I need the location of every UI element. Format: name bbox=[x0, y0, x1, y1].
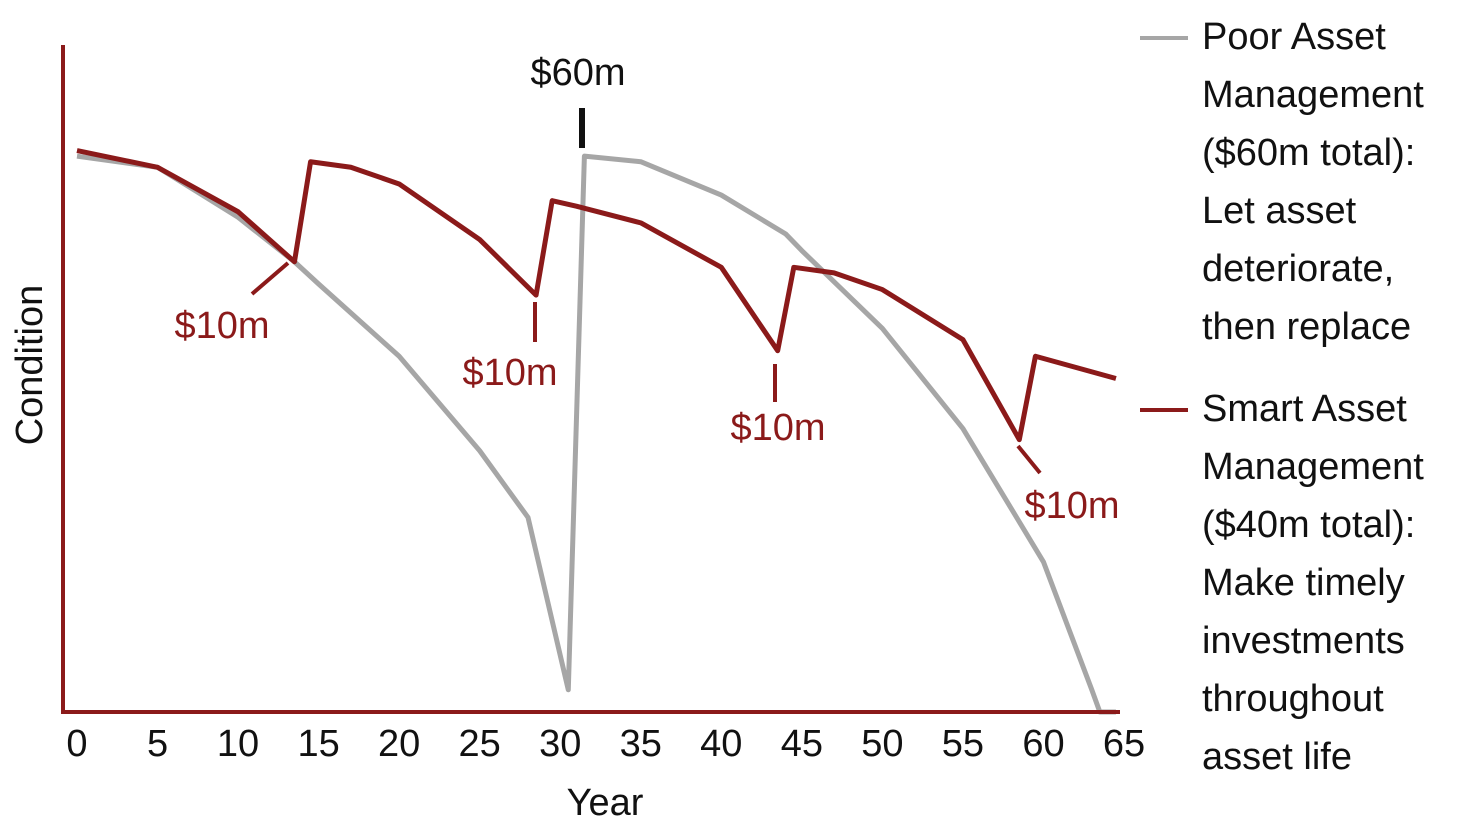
legend-entry: Poor Asset Management ($60m total): Let … bbox=[1140, 8, 1452, 356]
annotation: $60m bbox=[530, 52, 625, 94]
legend-swatch bbox=[1140, 408, 1188, 412]
x-tick-label: 65 bbox=[1103, 723, 1145, 765]
x-tick-label: 50 bbox=[861, 723, 903, 765]
x-tick-label: 0 bbox=[66, 723, 87, 765]
x-tick-label: 35 bbox=[620, 723, 662, 765]
annotation: $10m bbox=[1024, 485, 1119, 527]
legend-label: Smart Asset Management ($40m total): Mak… bbox=[1202, 388, 1424, 778]
x-tick-label: 25 bbox=[459, 723, 501, 765]
legend-entry: Smart Asset Management ($40m total): Mak… bbox=[1140, 380, 1452, 786]
legend-swatch bbox=[1140, 36, 1188, 40]
x-tick-label: 20 bbox=[378, 723, 420, 765]
x-tick-label: 10 bbox=[217, 723, 259, 765]
annotation-arrow bbox=[1016, 444, 1042, 475]
x-tick-label: 60 bbox=[1022, 723, 1064, 765]
annotation: $10m bbox=[174, 305, 269, 347]
series-line bbox=[76, 153, 1116, 715]
legend-label: Poor Asset Management ($60m total): Let … bbox=[1202, 16, 1424, 348]
x-tick-label: 5 bbox=[147, 723, 168, 765]
y-axis-label: Condition bbox=[9, 285, 51, 446]
annotation-arrow bbox=[250, 261, 290, 296]
x-tick-label: 40 bbox=[700, 723, 742, 765]
annotation: $10m bbox=[730, 407, 825, 449]
x-tick-label: 55 bbox=[942, 723, 984, 765]
series-line bbox=[76, 148, 1117, 443]
x-tick-label: 15 bbox=[297, 723, 339, 765]
x-axis-label: Year bbox=[567, 782, 644, 824]
x-tick-label: 30 bbox=[539, 723, 581, 765]
annotation: $10m bbox=[462, 352, 557, 394]
x-tick-label: 45 bbox=[781, 723, 823, 765]
